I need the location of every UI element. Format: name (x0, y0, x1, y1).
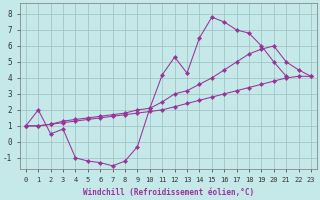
X-axis label: Windchill (Refroidissement éolien,°C): Windchill (Refroidissement éolien,°C) (83, 188, 254, 197)
